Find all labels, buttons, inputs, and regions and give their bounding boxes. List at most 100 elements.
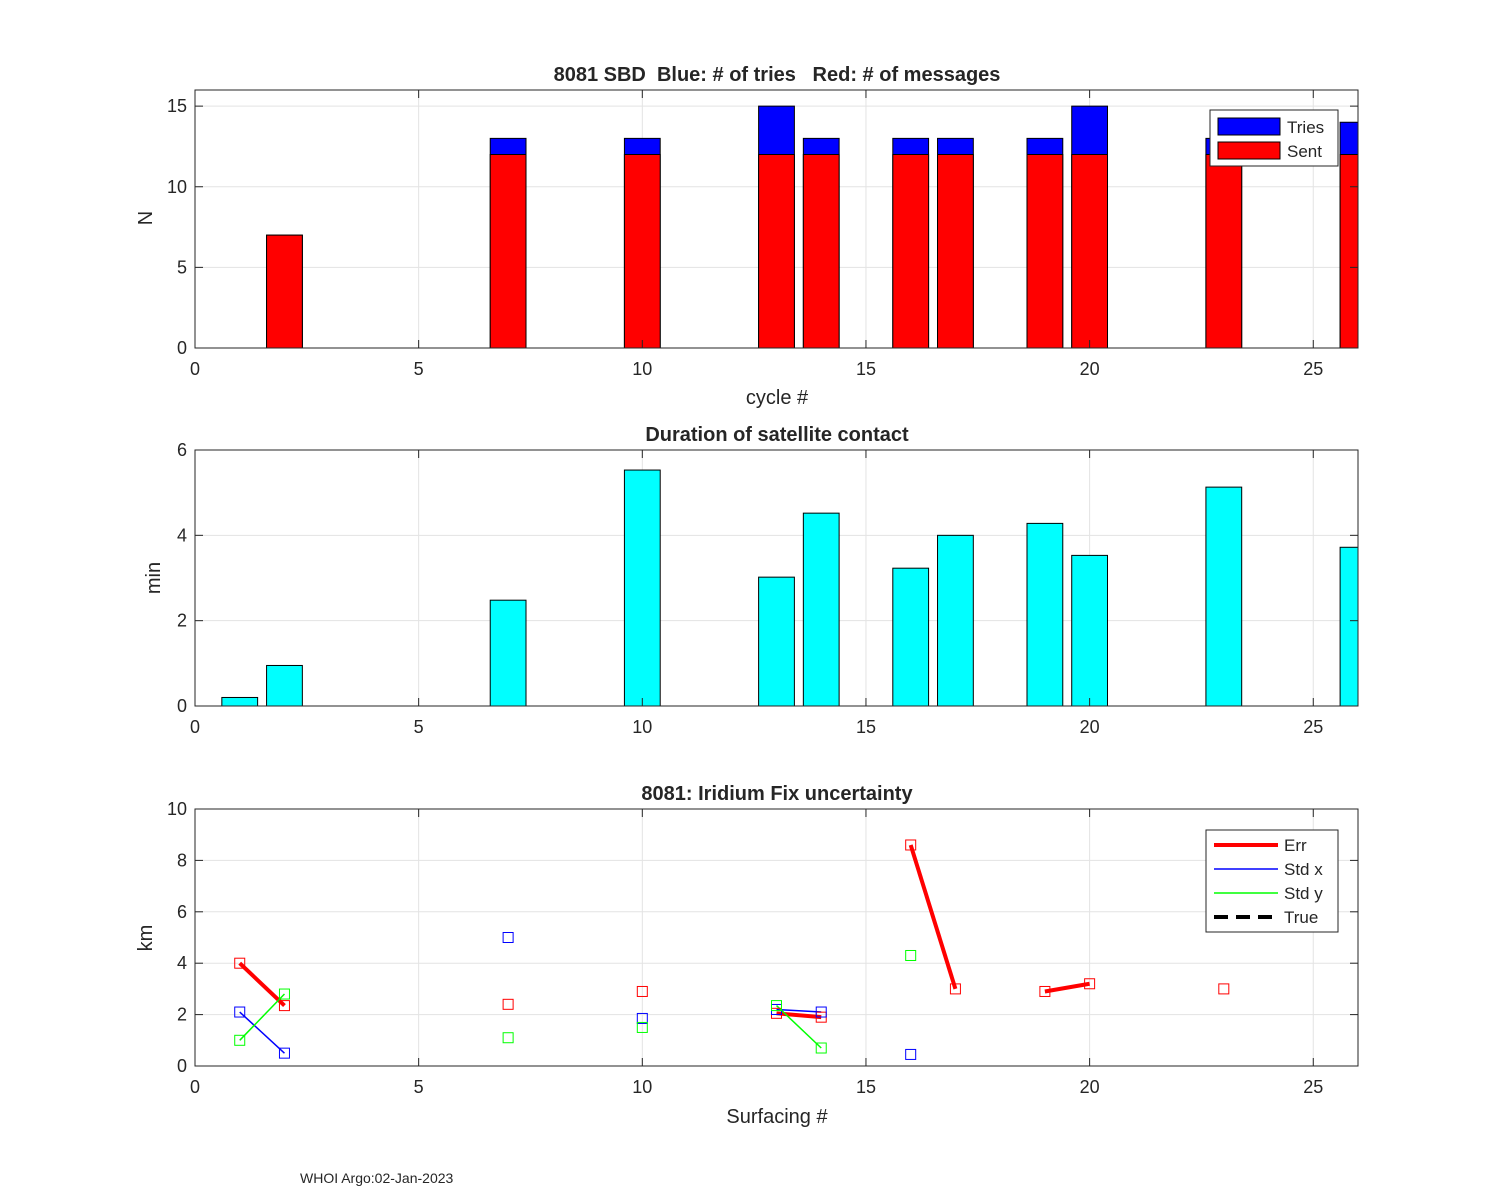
std-x-segment <box>776 1008 822 1013</box>
std-y-segment <box>775 1005 822 1049</box>
duration-bar <box>1026 522 1064 706</box>
uncertainty-chart-xlabel: Surfacing # <box>726 1106 828 1128</box>
std-x-marker <box>278 1047 290 1059</box>
duration-bar <box>221 696 259 706</box>
x-tick-label: 5 <box>414 717 424 737</box>
y-tick-label: 4 <box>177 953 187 973</box>
x-tick-label: 10 <box>632 1077 652 1097</box>
std-y-marker <box>278 988 290 1000</box>
std-y-segment <box>239 993 286 1041</box>
std-x-marker <box>636 1012 648 1024</box>
x-tick-label: 25 <box>1303 359 1323 379</box>
std-y-marker <box>636 1021 648 1033</box>
x-tick-label: 5 <box>414 359 424 379</box>
x-tick-label: 10 <box>632 717 652 737</box>
legend-swatch-tries <box>1217 117 1281 136</box>
sbd-chart-title: 8081 SBD Blue: # of tries Red: # of mess… <box>554 64 1001 86</box>
err-marker <box>636 985 648 997</box>
std-x-marker <box>815 1006 827 1018</box>
duration-chart-title: Duration of satellite contact <box>645 424 909 446</box>
legend-swatch-sent <box>1217 141 1281 160</box>
err-segment <box>776 1011 822 1020</box>
axes-box <box>194 808 1359 1067</box>
legend: Tries Sent <box>1209 109 1339 167</box>
y-tick-label: 0 <box>177 696 187 716</box>
x-tick-label: 20 <box>1080 717 1100 737</box>
duration-bar <box>758 576 795 706</box>
err-marker <box>949 983 961 995</box>
std-x-segment <box>239 1011 285 1054</box>
y-tick-label: 15 <box>167 96 187 116</box>
y-tick-label: 0 <box>177 338 187 358</box>
std-x-marker <box>905 1048 917 1060</box>
footer-timestamp: WHOI Argo:02-Jan-2023 <box>300 1170 454 1186</box>
axes-box <box>194 449 1359 707</box>
legend-label-sent: Sent <box>1287 142 1322 161</box>
std-y-marker <box>502 1032 514 1044</box>
sent-bar <box>1205 154 1243 348</box>
y-tick-label: 5 <box>177 257 187 277</box>
legend-label-std-y: Std y <box>1284 884 1323 903</box>
std-y-marker <box>815 1042 827 1054</box>
x-tick-label: 15 <box>856 359 876 379</box>
sent-bar <box>623 154 661 348</box>
duration-bar <box>623 469 661 706</box>
x-tick-label: 25 <box>1303 1077 1323 1097</box>
legend: Err Std x Std y True <box>1205 829 1339 933</box>
err-marker <box>905 839 917 851</box>
err-marker <box>234 957 246 969</box>
x-tick-label: 5 <box>414 1077 424 1097</box>
err-marker <box>502 998 514 1010</box>
err-marker <box>1039 985 1051 997</box>
sent-bar <box>1026 154 1064 348</box>
duration-bar <box>892 567 930 706</box>
duration-chart-ylabel: min <box>143 562 165 594</box>
sbd-messages-chart: 8081 SBD Blue: # of tries Red: # of mess… <box>135 64 1359 409</box>
duration-bar <box>489 599 527 706</box>
y-tick-label: 10 <box>167 799 187 819</box>
axes-box <box>194 89 1359 349</box>
sbd-chart-ylabel: N <box>135 211 157 225</box>
sent-bar <box>266 234 303 348</box>
duration-bar <box>937 534 974 706</box>
duration-bar <box>802 512 840 706</box>
x-tick-label: 15 <box>856 717 876 737</box>
sent-bar <box>1071 154 1109 348</box>
y-tick-label: 6 <box>177 440 187 460</box>
y-tick-label: 0 <box>177 1056 187 1076</box>
err-marker <box>278 1000 290 1012</box>
std-y-marker <box>905 949 917 961</box>
legend-label-true: True <box>1284 908 1318 927</box>
std-y-marker <box>234 1034 246 1046</box>
err-marker <box>1084 978 1096 990</box>
err-segment <box>908 844 958 990</box>
bar-group <box>221 469 1358 706</box>
sent-bar <box>489 154 527 348</box>
sent-bar <box>758 154 795 348</box>
std-x-marker <box>234 1006 246 1018</box>
x-tick-label: 15 <box>856 1077 876 1097</box>
y-tick-label: 10 <box>167 177 187 197</box>
duration-bar <box>1205 486 1243 706</box>
duration-bar <box>266 664 303 706</box>
x-tick-label: 20 <box>1080 1077 1100 1097</box>
x-tick-label: 10 <box>632 359 652 379</box>
x-tick-label: 0 <box>190 359 200 379</box>
series-group <box>234 839 1230 1060</box>
sent-bar <box>937 154 974 348</box>
err-segment <box>238 961 286 1008</box>
y-tick-label: 4 <box>177 525 187 545</box>
uncertainty-chart-ylabel: km <box>135 925 157 952</box>
err-marker <box>1218 983 1230 995</box>
contact-duration-chart: Duration of satellite contact min 0 5 10 15… <box>143 424 1359 737</box>
x-tick-label: 25 <box>1303 717 1323 737</box>
y-tick-label: 8 <box>177 850 187 870</box>
legend-label-tries: Tries <box>1287 118 1324 137</box>
x-tick-label: 0 <box>190 717 200 737</box>
plot-area <box>195 809 1358 1066</box>
err-segment <box>1044 981 1090 994</box>
x-tick-label: 20 <box>1080 359 1100 379</box>
uncertainty-chart-title: 8081: Iridium Fix uncertainty <box>641 783 913 805</box>
y-tick-label: 2 <box>177 611 187 631</box>
